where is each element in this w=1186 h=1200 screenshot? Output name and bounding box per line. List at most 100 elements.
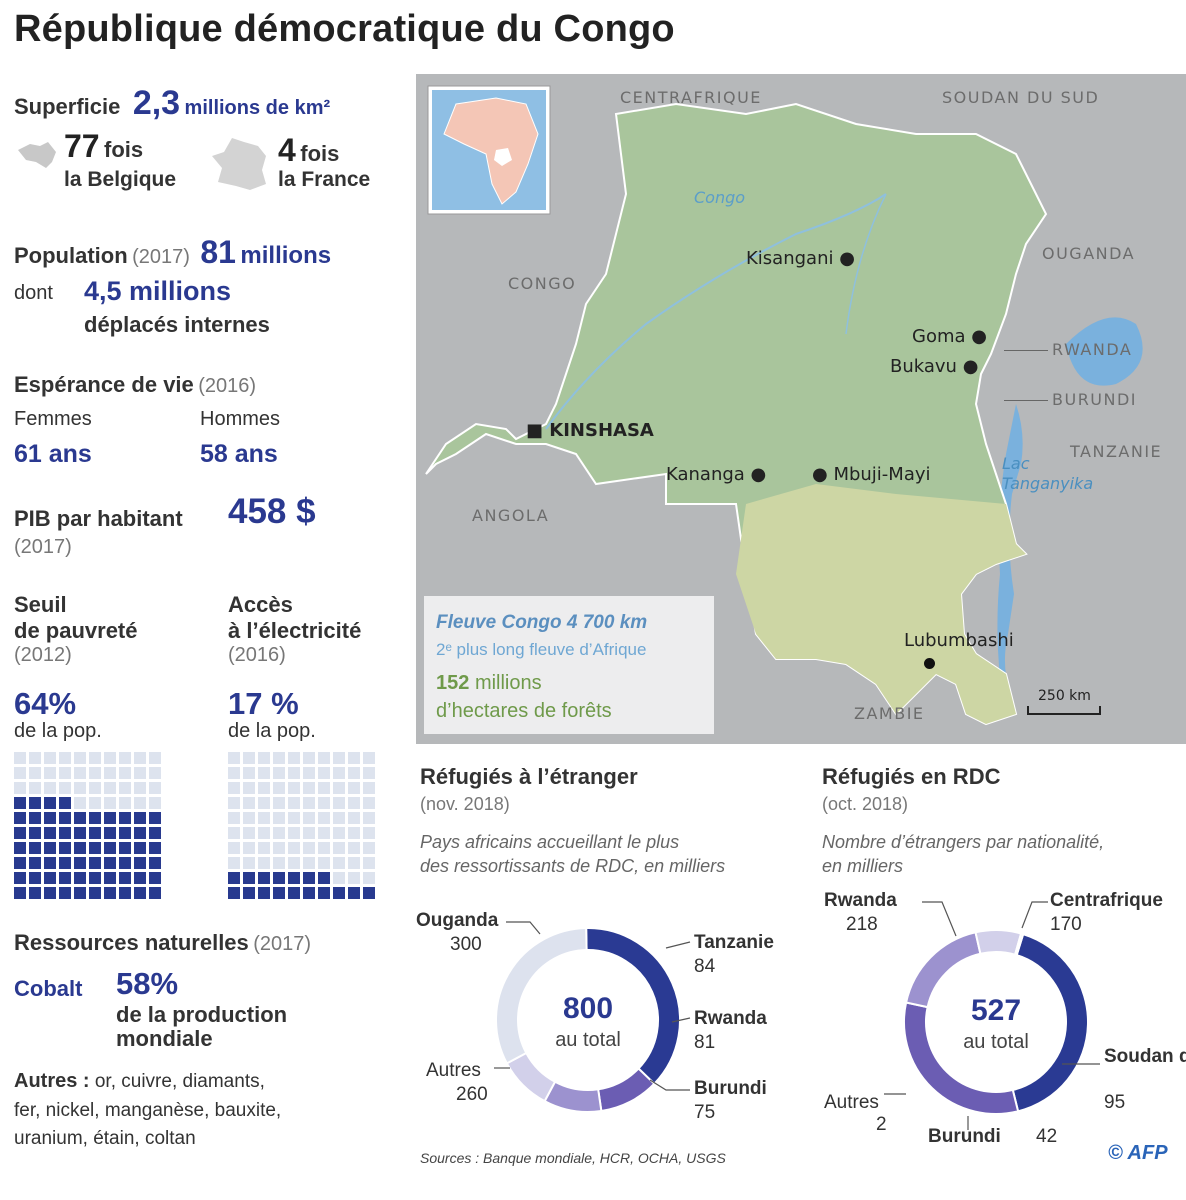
- waffle-cell-filled: [288, 887, 300, 899]
- electricite-sub: de la pop.: [228, 720, 316, 742]
- waffle-cell-filled: [134, 842, 146, 854]
- waffle-cell-filled: [74, 857, 86, 869]
- label-zambie: ZAMBIE: [854, 704, 925, 723]
- waffle-cell-filled: [14, 872, 26, 884]
- waffle-cell-empty: [333, 812, 345, 824]
- waffle-cell-empty: [258, 782, 270, 794]
- waffle-cell-empty: [318, 767, 330, 779]
- waffle-cell-empty: [243, 857, 255, 869]
- waffle-cell-empty: [318, 857, 330, 869]
- waffle-cell-filled: [119, 872, 131, 884]
- waffle-cell-filled: [243, 887, 255, 899]
- lake-victoria: [1066, 317, 1143, 386]
- waffle-cell-empty: [288, 812, 300, 824]
- waffle-cell-filled: [44, 797, 56, 809]
- city-bukavu-label: Bukavu: [890, 356, 957, 377]
- waffle-cell-empty: [149, 782, 161, 794]
- pauvrete-waffle-chart: [14, 752, 161, 899]
- waffle-cell-empty: [134, 752, 146, 764]
- waffle-cell-empty: [44, 767, 56, 779]
- waffle-cell-filled: [104, 872, 116, 884]
- donut-label-value: 95: [1104, 1092, 1125, 1113]
- waffle-cell-empty: [243, 782, 255, 794]
- donut-label-value: 75: [694, 1102, 715, 1123]
- drc-map: CENTRAFRIQUE SOUDAN DU SUD OUGANDA CONGO…: [416, 74, 1186, 744]
- refugees-abroad-desc1: Pays africains accueillant le plus: [420, 832, 680, 852]
- france-silhouette-icon: [212, 138, 266, 190]
- waffle-cell-empty: [363, 842, 375, 854]
- waffle-cell-empty: [348, 797, 360, 809]
- pauvrete-year: (2012): [14, 644, 72, 666]
- belgium-fois: fois: [104, 137, 144, 162]
- waffle-cell-empty: [243, 767, 255, 779]
- femmes-label: Femmes: [14, 408, 92, 430]
- donut-label-name: Autres: [824, 1092, 879, 1113]
- waffle-cell-empty: [74, 782, 86, 794]
- waffle-cell-empty: [318, 812, 330, 824]
- donut-total: 800: [563, 992, 613, 1025]
- waffle-cell-filled: [44, 812, 56, 824]
- waffle-cell-filled: [74, 872, 86, 884]
- refugees-rdc-date: (oct. 2018): [822, 794, 909, 814]
- cobalt-label: Cobalt: [14, 976, 83, 1001]
- waffle-cell-filled: [14, 812, 26, 824]
- waffle-cell-empty: [14, 752, 26, 764]
- waffle-cell-filled: [104, 812, 116, 824]
- donut-leader-line: [922, 901, 957, 937]
- waffle-cell-filled: [29, 887, 41, 899]
- waffle-cell-empty: [228, 812, 240, 824]
- refugees-rdc-desc1: Nombre d’étrangers par nationalité,: [822, 832, 1105, 852]
- waffle-cell-empty: [149, 767, 161, 779]
- donut-label-name: Ouganda: [416, 910, 499, 931]
- waffle-cell-filled: [59, 872, 71, 884]
- waffle-cell-empty: [74, 767, 86, 779]
- waffle-cell-filled: [89, 857, 101, 869]
- waffle-cell-empty: [363, 812, 375, 824]
- waffle-cell-filled: [74, 887, 86, 899]
- waffle-cell-empty: [303, 842, 315, 854]
- cobalt-sub2: mondiale: [116, 1026, 213, 1051]
- scale-bar: [1027, 706, 1101, 715]
- waffle-cell-empty: [288, 857, 300, 869]
- donut-leader-line: [671, 1017, 691, 1023]
- waffle-cell-filled: [134, 857, 146, 869]
- displaced-label: déplacés internes: [84, 312, 270, 337]
- donut-label-value: 42: [1036, 1126, 1057, 1147]
- waffle-cell-empty: [288, 842, 300, 854]
- waffle-cell-empty: [104, 767, 116, 779]
- city-kananga: Kananga ●: [666, 464, 767, 485]
- waffle-cell-filled: [363, 887, 375, 899]
- waffle-cell-filled: [318, 887, 330, 899]
- waffle-cell-empty: [303, 827, 315, 839]
- pib-label: PIB par habitant: [14, 506, 183, 531]
- hommes-value: 58 ans: [200, 440, 278, 468]
- cobalt-value: 58%: [116, 966, 179, 1001]
- superficie-row: Superficie 2,3 millions de km²: [14, 84, 330, 123]
- donut-total: 527: [971, 994, 1021, 1027]
- waffle-cell-filled: [44, 887, 56, 899]
- waffle-cell-filled: [29, 872, 41, 884]
- waffle-cell-filled: [318, 872, 330, 884]
- waffle-cell-empty: [134, 782, 146, 794]
- waffle-cell-empty: [348, 767, 360, 779]
- refugees-abroad-date: (nov. 2018): [420, 794, 510, 814]
- forest-sub: d’hectares de forêts: [436, 700, 612, 722]
- waffle-cell-filled: [59, 812, 71, 824]
- waffle-cell-filled: [89, 872, 101, 884]
- ressources-year: (2017): [253, 933, 312, 955]
- donut-slice-rwanda: [1011, 932, 1089, 1113]
- electricite-year: (2016): [228, 644, 286, 666]
- pauvrete-sub: de la pop.: [14, 720, 102, 742]
- donut-leader-line: [506, 921, 541, 935]
- population-year: (2017): [132, 246, 190, 268]
- waffle-cell-empty: [348, 842, 360, 854]
- rwanda-connector: [1004, 350, 1048, 351]
- waffle-cell-filled: [29, 842, 41, 854]
- donut-leader-line: [649, 1079, 690, 1091]
- waffle-cell-empty: [348, 872, 360, 884]
- waffle-cell-empty: [348, 812, 360, 824]
- donut-leader-line: [1021, 901, 1048, 929]
- waffle-cell-filled: [348, 887, 360, 899]
- waffle-cell-filled: [29, 797, 41, 809]
- waffle-cell-empty: [333, 872, 345, 884]
